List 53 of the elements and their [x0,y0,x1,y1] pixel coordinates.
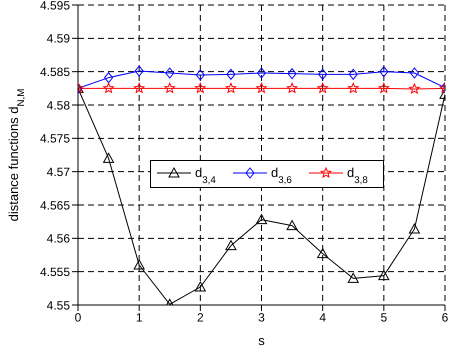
legend-label: d$_{3,4}$ [195,165,216,186]
point [257,68,266,78]
point [256,82,267,93]
point [195,82,206,93]
point [225,240,236,250]
x-tick-label: 4 [319,310,326,325]
point [348,68,358,80]
point [194,282,206,292]
point [317,248,328,258]
point [409,84,420,94]
x-tick-label: 0 [74,310,82,325]
y-tick-label: 4.57 [46,164,70,179]
point [378,270,390,280]
x-axis-title: s [258,333,266,348]
y-tick-label: 4.58 [46,98,70,112]
point [379,66,388,78]
point [103,152,114,163]
y-tick-label: 4.565 [40,198,70,212]
x-tick-label: 6 [442,310,449,325]
point [410,68,419,78]
x-tick-label: 1 [136,310,143,325]
y-tick-label: 4.595 [40,0,70,12]
point [103,82,114,93]
point [348,272,359,283]
x-tick-label: 5 [380,310,388,325]
point [318,68,328,80]
point [317,82,328,93]
point [134,66,144,76]
y-tick-label: 4.555 [40,264,70,279]
point [408,224,420,234]
y-tick-label: 4.55 [46,298,70,312]
y-tick-label: 4.56 [46,232,70,246]
point [286,220,298,230]
y-tick-label: 4.585 [40,64,70,79]
point [134,82,144,93]
point [196,70,205,80]
legend-label: d$_{3,6}$ [271,165,292,186]
point [256,214,267,224]
point [226,82,236,93]
x-tick-label: 3 [258,310,266,325]
point [378,82,390,93]
y-tick-label: 4.575 [40,132,70,146]
y-tick-label: 4.59 [46,32,70,46]
point [134,260,145,270]
point [104,72,114,84]
point [348,82,359,93]
point [226,68,236,80]
point [288,68,297,80]
x-tick-label: 2 [196,310,204,325]
point [286,82,298,93]
point [165,68,174,78]
point [164,82,176,93]
legend-label: d$_{3,8}$ [347,165,368,186]
